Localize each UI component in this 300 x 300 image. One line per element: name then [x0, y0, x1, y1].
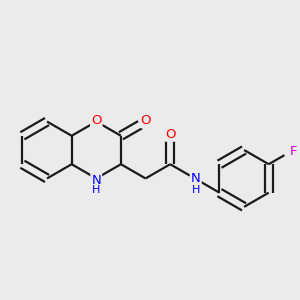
- Text: H: H: [192, 184, 200, 194]
- Text: O: O: [91, 114, 101, 127]
- Text: N: N: [92, 173, 101, 187]
- Text: H: H: [92, 185, 100, 196]
- Text: N: N: [191, 172, 201, 185]
- Text: F: F: [290, 145, 297, 158]
- Text: O: O: [165, 128, 175, 141]
- Text: O: O: [141, 114, 151, 127]
